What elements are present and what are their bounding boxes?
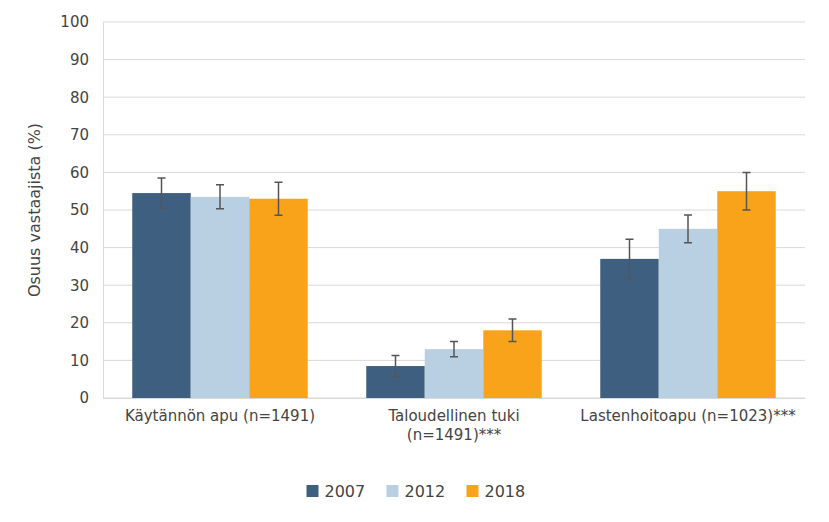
y-axis-title: Osuus vastaajista (%) bbox=[25, 123, 44, 297]
tick-label: 30 bbox=[70, 277, 89, 295]
tick-label: Käytännön apu (n=1491) bbox=[125, 407, 315, 425]
bar bbox=[659, 229, 718, 398]
tick: Lastenhoitoapu (n=1023)*** bbox=[580, 398, 796, 425]
tick-label: 80 bbox=[70, 89, 89, 107]
tick: 70 bbox=[70, 126, 103, 144]
bar bbox=[600, 259, 659, 398]
tick: 40 bbox=[70, 239, 103, 257]
error-bar bbox=[392, 356, 400, 377]
tick-label: Lastenhoitoapu (n=1023)*** bbox=[580, 407, 796, 425]
tick-label: 40 bbox=[70, 239, 89, 257]
error-bar bbox=[743, 172, 751, 210]
bar bbox=[249, 199, 308, 398]
error-bar bbox=[684, 215, 692, 243]
grid-line bbox=[103, 134, 805, 135]
tick: Taloudellinen tuki(n=1491)*** bbox=[387, 398, 519, 444]
error-bar bbox=[450, 342, 458, 357]
error-bar bbox=[509, 319, 517, 342]
y-axis: 0 10 20 30 40 50 60 70 80 90 100 bbox=[60, 13, 103, 407]
tick-label: 10 bbox=[70, 352, 89, 370]
bar bbox=[191, 197, 250, 398]
bar bbox=[717, 191, 776, 398]
tick: 30 bbox=[70, 277, 103, 295]
axis-line bbox=[104, 398, 806, 399]
tick-label: 70 bbox=[70, 126, 89, 144]
legend-swatch bbox=[387, 485, 399, 497]
grid-line bbox=[103, 172, 805, 173]
legend-label: 2007 bbox=[325, 482, 366, 501]
tick: 60 bbox=[70, 164, 103, 182]
bar bbox=[132, 193, 191, 398]
tick: 100 bbox=[60, 13, 103, 31]
legend: 2007 2012 2018 bbox=[307, 482, 526, 501]
error-bar bbox=[158, 178, 166, 208]
series bbox=[132, 178, 659, 398]
tick: 80 bbox=[70, 89, 103, 107]
legend-item: 2007 bbox=[307, 482, 366, 501]
series bbox=[249, 172, 776, 398]
error-bar bbox=[275, 182, 283, 215]
legend-item: 2018 bbox=[467, 482, 526, 501]
chart: 0 10 20 30 40 50 60 70 80 90 100 Osuus vastaajista … bbox=[0, 0, 829, 522]
legend-label: 2018 bbox=[485, 482, 526, 501]
error-bar bbox=[216, 185, 224, 209]
tick-label: 90 bbox=[70, 51, 89, 69]
legend-swatch bbox=[307, 485, 319, 497]
error-bar bbox=[626, 239, 634, 278]
axis-line bbox=[103, 23, 104, 399]
grid-line bbox=[103, 22, 805, 23]
tick-label: Taloudellinen tuki(n=1491)*** bbox=[387, 407, 519, 445]
tick-label: 100 bbox=[60, 13, 89, 31]
tick: 10 bbox=[70, 352, 103, 370]
grid-line bbox=[103, 59, 805, 60]
tick: 20 bbox=[70, 314, 103, 332]
tick: Käytännön apu (n=1491) bbox=[125, 398, 315, 425]
legend-item: 2012 bbox=[387, 482, 446, 501]
series bbox=[191, 185, 718, 398]
legend-swatch bbox=[467, 485, 479, 497]
tick-label: 0 bbox=[79, 389, 89, 407]
x-axis: Käytännön apu (n=1491) Taloudellinen tuki… bbox=[104, 398, 806, 444]
tick: 0 bbox=[79, 389, 103, 407]
tick-label: 50 bbox=[70, 201, 89, 219]
tick-label: 60 bbox=[70, 164, 89, 182]
grid bbox=[103, 22, 805, 398]
plot-area bbox=[132, 172, 776, 398]
tick: 50 bbox=[70, 201, 103, 219]
grid-line bbox=[103, 97, 805, 98]
legend-label: 2012 bbox=[405, 482, 446, 501]
tick: 90 bbox=[70, 51, 103, 69]
tick-label: 20 bbox=[70, 314, 89, 332]
